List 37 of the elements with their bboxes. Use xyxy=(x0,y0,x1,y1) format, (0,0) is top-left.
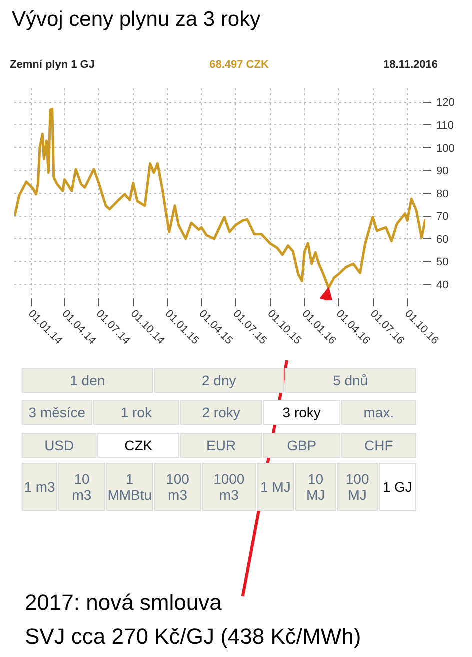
text: 1000 m3 xyxy=(214,471,245,503)
text: EUR xyxy=(206,438,236,454)
y-tick-label: 50 xyxy=(436,256,449,269)
text: max. xyxy=(364,404,394,420)
text: 100 MJ xyxy=(346,471,370,503)
text: USD xyxy=(44,438,74,454)
text: 100 m3 xyxy=(166,471,190,503)
text: 1 MMBtu xyxy=(108,471,152,503)
text: 10 m3 xyxy=(72,471,92,503)
text: 1 den xyxy=(70,372,106,388)
chart-title: Vývoj ceny plynu za 3 roky xyxy=(11,7,262,33)
text: 2 roky xyxy=(202,404,240,420)
y-tick-label: 40 xyxy=(436,280,449,292)
text: GBP xyxy=(287,438,317,454)
y-tick-label: 80 xyxy=(436,188,449,200)
y-tick-label: 90 xyxy=(436,166,449,178)
y-tick-label: 110 xyxy=(436,120,454,132)
text: 3 roky xyxy=(282,404,321,420)
text: 68.497 CZK xyxy=(210,58,269,73)
text: 1 m3 xyxy=(24,479,56,495)
y-tick-label: 70 xyxy=(436,211,449,224)
y-tick-label: 60 xyxy=(436,234,449,246)
y-tick-label: 120 xyxy=(436,97,455,110)
text: CHF xyxy=(364,438,394,454)
text: 3 měsíce xyxy=(28,404,86,420)
text: 1 MJ xyxy=(260,479,291,495)
text: 2017: nová smlouva xyxy=(24,590,223,615)
text: CZK xyxy=(124,438,154,454)
chart-subtitle: Zemní plyn 1 GJ xyxy=(10,58,95,73)
text: 2 dny xyxy=(202,372,236,388)
text: 10 MJ xyxy=(306,471,326,503)
text: 1 GJ xyxy=(382,479,412,495)
text: SVJ cca 270 Kč/GJ (438 Kč/MWh) xyxy=(24,624,362,649)
y-tick-label: 100 xyxy=(436,142,455,155)
text: 18.11.2016 xyxy=(384,58,438,73)
text: 1 rok xyxy=(120,404,153,420)
text: 5 dnů xyxy=(333,372,368,388)
